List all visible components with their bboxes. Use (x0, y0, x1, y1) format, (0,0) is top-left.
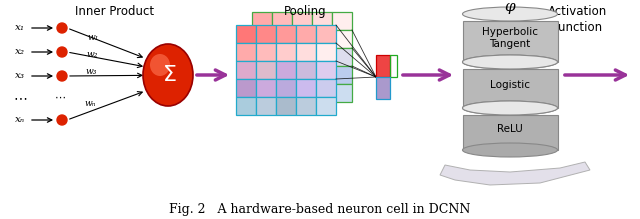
Bar (272, 66, 292, 84)
Bar (390, 55, 397, 77)
Bar (272, 48, 292, 66)
Bar (312, 48, 332, 66)
Text: Hyperbolic
Tangent: Hyperbolic Tangent (482, 27, 538, 49)
Ellipse shape (463, 101, 557, 115)
Ellipse shape (463, 101, 557, 115)
Text: $\Sigma$: $\Sigma$ (162, 65, 176, 85)
Circle shape (57, 47, 67, 57)
Bar (252, 12, 272, 30)
Bar (296, 97, 316, 115)
Bar (236, 79, 256, 97)
Ellipse shape (150, 54, 170, 76)
Text: wₙ: wₙ (84, 99, 96, 108)
Circle shape (57, 23, 67, 33)
Circle shape (57, 115, 67, 125)
Bar (296, 43, 316, 61)
Bar (312, 12, 332, 30)
Bar (296, 25, 316, 43)
Bar (272, 30, 292, 48)
Bar (296, 79, 316, 97)
Circle shape (57, 71, 67, 81)
Bar (296, 61, 316, 79)
Bar (292, 66, 312, 84)
Bar (316, 97, 336, 115)
Ellipse shape (463, 55, 557, 69)
Bar (256, 43, 276, 61)
Text: ReLU: ReLU (497, 124, 523, 134)
Text: ⋯: ⋯ (13, 91, 27, 105)
Bar (376, 55, 390, 77)
Bar (252, 48, 272, 66)
Ellipse shape (463, 55, 557, 69)
Bar (256, 61, 276, 79)
Bar (316, 61, 336, 79)
Text: Activation
Function: Activation Function (548, 5, 607, 34)
Bar (316, 79, 336, 97)
Bar (276, 61, 296, 79)
Bar (272, 84, 292, 102)
Bar (316, 25, 336, 43)
Ellipse shape (463, 143, 557, 157)
Bar (292, 48, 312, 66)
Bar (332, 66, 352, 84)
Bar (272, 12, 292, 30)
Text: ⋯: ⋯ (54, 93, 65, 103)
Bar (256, 25, 276, 43)
Bar (256, 97, 276, 115)
Bar (256, 79, 276, 97)
Text: w₂: w₂ (87, 50, 98, 59)
Bar (276, 25, 296, 43)
Bar (312, 84, 332, 102)
Bar (463, 69, 558, 108)
Text: φ: φ (505, 0, 515, 14)
Bar (312, 30, 332, 48)
Bar (276, 79, 296, 97)
Ellipse shape (463, 7, 557, 21)
Bar (276, 97, 296, 115)
Bar (316, 43, 336, 61)
Polygon shape (440, 162, 590, 185)
Bar (332, 48, 352, 66)
Bar (292, 84, 312, 102)
Bar (332, 12, 352, 30)
Bar (252, 84, 272, 102)
Text: x₁: x₁ (15, 23, 25, 32)
Bar (463, 115, 558, 150)
Bar (252, 30, 272, 48)
Text: w₃: w₃ (86, 67, 97, 76)
Text: Fig. 2   A hardware-based neuron cell in DCNN: Fig. 2 A hardware-based neuron cell in D… (170, 203, 470, 217)
Bar (236, 97, 256, 115)
Bar (312, 66, 332, 84)
Text: Inner Product: Inner Product (76, 5, 155, 18)
Text: w₁: w₁ (88, 33, 99, 42)
Text: Pooling: Pooling (284, 5, 326, 18)
Bar (463, 21, 558, 62)
Text: Logistic: Logistic (490, 80, 530, 90)
Bar (236, 43, 256, 61)
Bar (236, 61, 256, 79)
Bar (376, 77, 390, 99)
Bar (276, 43, 296, 61)
Bar (236, 25, 256, 43)
Text: xₙ: xₙ (15, 115, 25, 124)
Bar (252, 66, 272, 84)
Bar (332, 84, 352, 102)
Ellipse shape (143, 44, 193, 106)
Bar (332, 30, 352, 48)
Bar (292, 12, 312, 30)
Text: x₂: x₂ (15, 48, 25, 57)
Bar (292, 30, 312, 48)
Text: x₃: x₃ (15, 71, 25, 81)
